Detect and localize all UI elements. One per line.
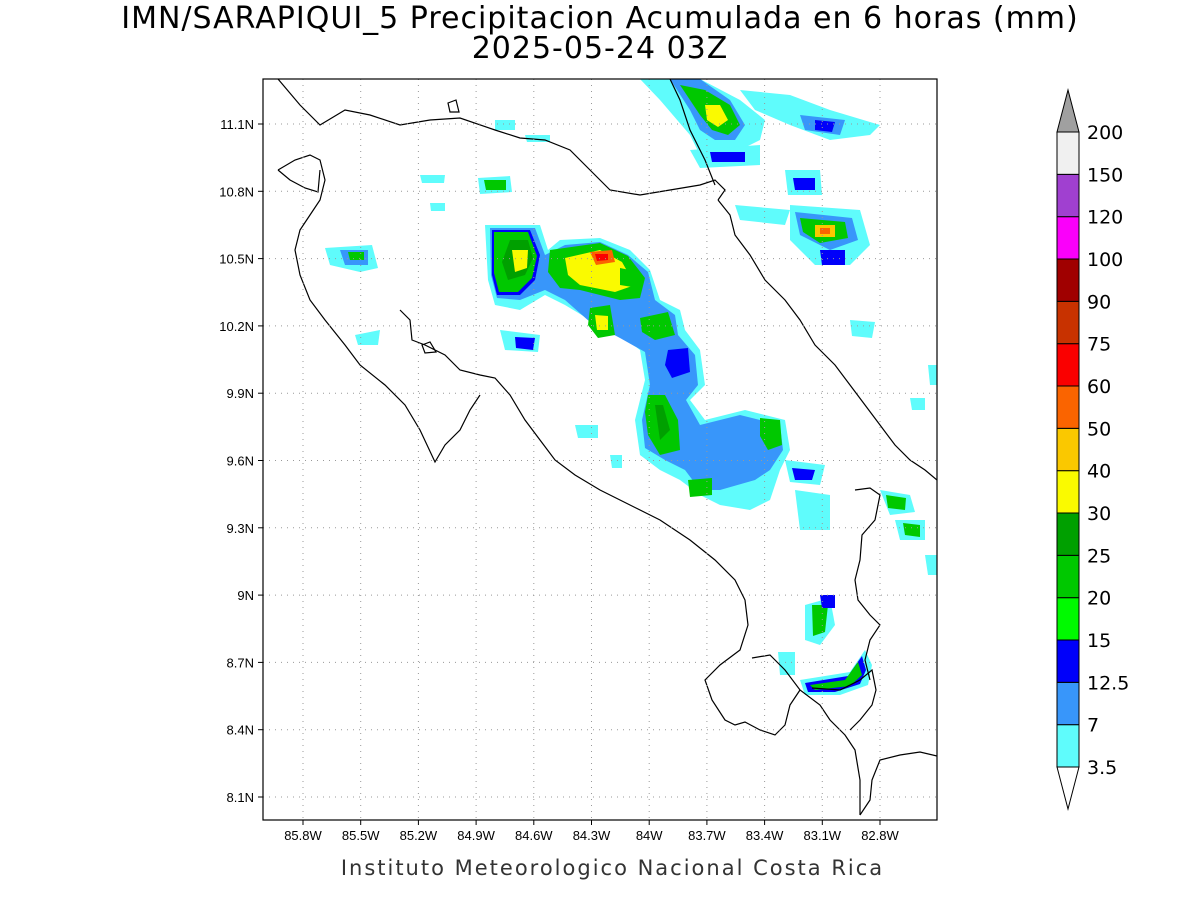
lon-tick-label: 85.5W [342,828,380,843]
lat-tick-label: 10.2N [219,319,254,334]
colorbar-level-label: 200 [1087,122,1123,144]
colorbar-swatch [1056,131,1080,175]
colorbar-level-label: 40 [1087,461,1111,483]
map-datetime: 2025-05-24 03Z [471,31,729,66]
colorbar-swatch [1056,724,1080,768]
colorbar-level-label: 12.5 [1087,672,1129,694]
lat-tick-label: 9.3N [227,521,254,536]
lon-tick-label: 83.7W [688,828,726,843]
colorbar-legend: 3.5 7 12.5 15 20 25 30 40 50 60 75 90 100 120 150 200 [1056,88,1129,811]
colorbar-level-label: 15 [1087,630,1111,652]
lat-tick-label: 8.1N [227,790,254,805]
lon-tick-label: 83.1W [804,828,842,843]
colorbar-swatch [1056,554,1080,599]
colorbar-swatch [1056,258,1080,302]
lon-tick-label: 84W [636,828,663,843]
lat-tick-label: 9N [237,588,254,603]
colorbar-swatch [1056,343,1080,387]
lon-tick-label: 84.6W [515,828,553,843]
colorbar-swatch [1056,427,1080,472]
colorbar-level-label: 20 [1087,588,1111,610]
colorbar-over-arrow [1056,88,1080,133]
colorbar-swatch [1056,173,1080,218]
longitude-axis: 85.8W 85.5W 85.2W 84.9W 84.6W 84.3W 84W 83.7W 83… [284,820,900,843]
lat-tick-label: 9.9N [227,386,254,401]
map-frame [262,78,938,821]
colorbar-level-label: 25 [1087,545,1111,567]
lon-tick-label: 85.8W [284,828,322,843]
colorbar-level-label: 7 [1087,715,1099,737]
lon-tick-label: 83.4W [746,828,784,843]
coastline [277,79,937,816]
precipitation-field [325,79,937,695]
colorbar-level-label: 60 [1087,376,1111,398]
lon-tick-label: 84.3W [573,828,611,843]
lon-tick-label: 85.2W [400,828,438,843]
map-title: IMN/SARAPIQUI_5 Precipitacion Acumulada … [121,1,1079,36]
latitude-axis: 11.1N 10.8N 10.5N 10.2N 9.9N 9.6N 9.3N 9N 8.7N 8.… [219,117,263,805]
footer-credit: Instituto Meteorologico Nacional Costa R… [340,856,885,880]
map-gridlines [263,79,937,820]
colorbar-level-label: 3.5 [1087,757,1117,779]
lat-tick-label: 10.8N [219,184,254,199]
colorbar-swatch [1056,385,1080,429]
colorbar-swatch [1056,470,1080,514]
colorbar-level-label: 120 [1087,207,1123,229]
colorbar-under-arrow [1056,766,1080,811]
colorbar-swatch [1056,639,1080,683]
colorbar-swatch [1056,512,1080,556]
lat-tick-label: 9.6N [227,454,254,469]
colorbar-swatch [1056,681,1080,726]
lon-tick-label: 82.8W [861,828,899,843]
colorbar-level-label: 50 [1087,418,1111,440]
lat-tick-label: 8.7N [227,655,254,670]
lat-tick-label: 10.5N [219,252,254,267]
colorbar-swatch [1056,216,1080,260]
lon-tick-label: 84.9W [457,828,495,843]
colorbar-level-label: 90 [1087,291,1111,313]
lat-tick-label: 11.1N [220,117,254,132]
lat-tick-label: 8.4N [227,723,254,738]
colorbar-level-label: 100 [1087,249,1123,271]
colorbar-level-label: 30 [1087,503,1111,525]
colorbar-level-label: 150 [1087,164,1123,186]
colorbar-level-label: 75 [1087,334,1111,356]
colorbar-swatch [1056,300,1080,345]
colorbar-swatch [1056,597,1080,641]
